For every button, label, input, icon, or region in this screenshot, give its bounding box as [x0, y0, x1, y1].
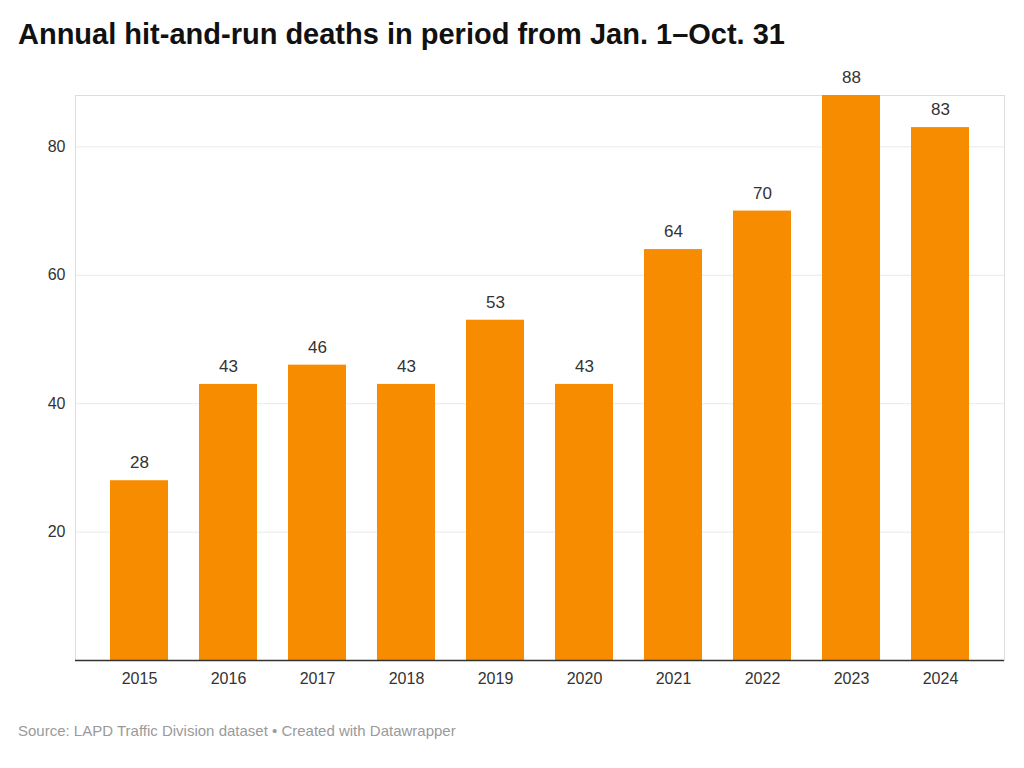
svg-text:2016: 2016: [211, 670, 247, 687]
svg-text:80: 80: [48, 138, 66, 155]
svg-text:70: 70: [753, 184, 772, 203]
svg-text:2019: 2019: [478, 670, 514, 687]
svg-text:2024: 2024: [923, 670, 959, 687]
svg-text:2017: 2017: [300, 670, 336, 687]
svg-text:2020: 2020: [567, 670, 603, 687]
svg-text:20: 20: [48, 523, 66, 540]
svg-text:83: 83: [931, 100, 950, 119]
svg-text:2022: 2022: [745, 670, 781, 687]
html-text:Annual hit-and-run deaths in p: Annual hit-and-run deaths in period from…: [18, 18, 785, 50]
svg-text:2021: 2021: [656, 670, 692, 687]
svg-text:2015: 2015: [122, 670, 158, 687]
svg-text:46: 46: [308, 338, 327, 357]
svg-text:53: 53: [486, 293, 505, 312]
svg-text:2023: 2023: [834, 670, 870, 687]
html-text:Source: LAPD Traffic Division: Source: LAPD Traffic Division dataset • …: [18, 722, 456, 739]
svg-text:40: 40: [48, 395, 66, 412]
svg-text:2018: 2018: [389, 670, 425, 687]
svg-text:88: 88: [842, 68, 861, 87]
svg-text:28: 28: [130, 453, 149, 472]
svg-text:64: 64: [664, 222, 683, 241]
svg-text:43: 43: [575, 357, 594, 376]
svg-text:43: 43: [219, 357, 238, 376]
svg-text:43: 43: [397, 357, 416, 376]
svg-text:60: 60: [48, 266, 66, 283]
